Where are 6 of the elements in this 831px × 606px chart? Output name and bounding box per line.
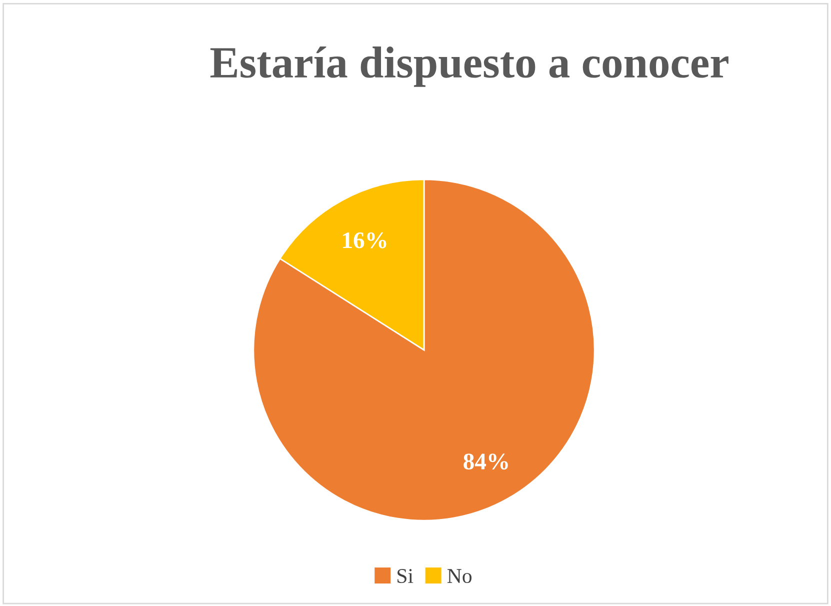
legend-label: Si bbox=[398, 569, 414, 584]
chart-title: Estaría dispuesto a conocer bbox=[210, 46, 728, 87]
pie-slice bbox=[252, 178, 596, 522]
legend-label: No bbox=[447, 569, 472, 584]
data-label: 84% bbox=[464, 454, 508, 470]
data-label: 16% bbox=[343, 232, 386, 248]
